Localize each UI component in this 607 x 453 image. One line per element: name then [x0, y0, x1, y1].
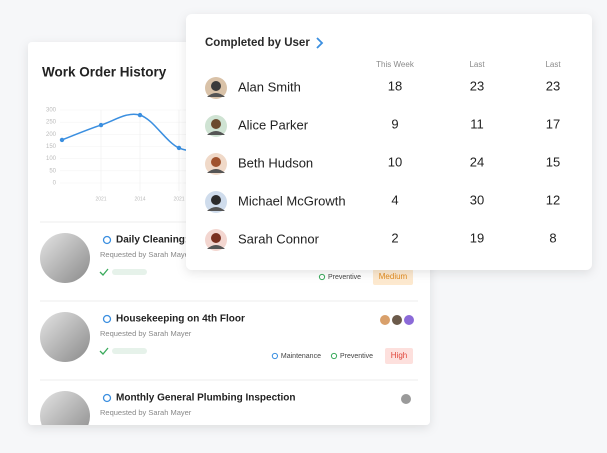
y-tick-label: 300: [46, 108, 57, 114]
column-header: Last: [545, 60, 561, 69]
chevron[interactable]: [316, 37, 324, 49]
item-image: [40, 312, 90, 362]
check: [99, 268, 109, 276]
user-name: Michael McGrowth: [238, 193, 346, 208]
item-requested: Requested by Sarah Mayer: [100, 408, 192, 417]
avatar-head: [211, 233, 221, 243]
priority-label: Medium: [379, 272, 408, 281]
avatar-body: [207, 93, 225, 97]
count: 17: [546, 116, 560, 131]
user-name: Alan Smith: [238, 79, 301, 94]
users-title: Completed by User: [205, 37, 310, 49]
count: 11: [470, 116, 484, 131]
tag: Preventive: [340, 353, 373, 360]
count: 10: [388, 154, 402, 169]
column-header: This Week: [376, 60, 415, 69]
assignee-avatar: [403, 314, 415, 326]
count: 8: [549, 230, 556, 245]
assignee-avatar: [391, 314, 403, 326]
y-tick-label: 100: [46, 156, 57, 162]
users-card: [186, 14, 592, 270]
user-name: Beth Hudson: [238, 155, 313, 170]
y-tick-label: 200: [46, 132, 57, 138]
point: [137, 112, 143, 118]
priority-badge: [385, 348, 413, 364]
count: 23: [470, 78, 484, 93]
item-icon: [102, 314, 112, 324]
tag-icon: [271, 352, 278, 360]
count: 23: [546, 78, 560, 93]
priority-label: High: [391, 351, 407, 360]
count: 12: [546, 192, 560, 207]
count: 9: [391, 116, 398, 131]
count: 24: [470, 154, 484, 169]
item-title: Housekeeping on 4th Floor: [116, 314, 245, 325]
x-tick-label: 2021: [95, 196, 106, 202]
user-name: Alice Parker: [238, 117, 309, 132]
avatar-body: [207, 131, 225, 135]
item-icon: [102, 235, 112, 245]
check: [99, 347, 109, 355]
point: [59, 137, 65, 143]
avatar-head: [211, 81, 221, 91]
y-tick-label: 150: [46, 144, 57, 150]
progress-pill: [112, 348, 147, 354]
x-tick-label: 2014: [134, 196, 145, 202]
assignee-avatar: [400, 393, 412, 405]
count: 2: [391, 230, 398, 245]
avatar-body: [207, 207, 225, 211]
avatar-head: [211, 195, 221, 205]
point: [176, 145, 182, 151]
count: 18: [388, 78, 402, 93]
item-title: Daily Cleaning:: [116, 235, 188, 246]
tag: Preventive: [328, 274, 361, 281]
item-image: [40, 391, 90, 425]
tag: Maintenance: [281, 353, 321, 360]
count: 15: [546, 154, 560, 169]
x-tick-label: 2021: [173, 196, 184, 202]
avatar-head: [211, 157, 221, 167]
y-tick-label: 0: [53, 181, 57, 187]
avatar-head: [211, 119, 221, 129]
count: 4: [391, 192, 398, 207]
history-title: Work Order History: [42, 65, 167, 80]
count: 19: [470, 230, 484, 245]
progress-pill: [112, 269, 147, 275]
priority-badge: [373, 269, 413, 285]
item-image: [40, 233, 90, 283]
avatar-body: [207, 169, 225, 173]
count: 30: [470, 192, 484, 207]
tag-icon: [330, 352, 338, 360]
avatar-body: [207, 245, 225, 249]
column-header: Last: [469, 60, 485, 69]
item-requested: Requested by Sarah Mayer: [100, 250, 192, 259]
item-title: Monthly General Plumbing Inspection: [116, 393, 295, 404]
assignee-avatar: [379, 314, 391, 326]
y-tick-label: 250: [46, 120, 57, 126]
item-icon: [102, 393, 112, 403]
user-name: Sarah Connor: [238, 231, 320, 246]
item-requested: Requested by Sarah Mayer: [100, 329, 192, 338]
users-content: Completed by User This Week Last Last Alan …: [205, 37, 561, 251]
y-tick-label: 50: [49, 168, 56, 174]
point: [98, 122, 104, 128]
tag-icon: [318, 273, 326, 281]
